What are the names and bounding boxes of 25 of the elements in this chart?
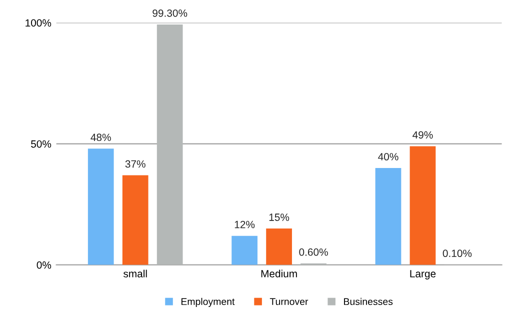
bar — [410, 146, 436, 265]
x-tick-label: Large — [410, 270, 436, 280]
data-label: 37% — [125, 160, 146, 168]
data-label: 48% — [90, 134, 111, 142]
data-label: 0.60% — [299, 248, 328, 256]
data-label: 99.30% — [152, 9, 188, 17]
bar — [232, 236, 258, 265]
data-label: 40% — [378, 153, 398, 160]
legend-label: Businesses — [344, 298, 393, 306]
x-tick-label: Medium — [261, 270, 297, 278]
y-tick-label: 0% — [36, 261, 52, 269]
data-label: 15% — [269, 214, 290, 221]
bar — [156, 24, 183, 265]
legend-label: Turnover — [270, 298, 308, 306]
data-label: 12% — [234, 220, 255, 228]
x-tick-label: small — [123, 270, 147, 278]
bar — [375, 168, 402, 265]
y-tick-label: 100% — [26, 19, 52, 27]
bar — [266, 228, 292, 265]
y-tick-label: 50% — [31, 140, 52, 148]
bar — [88, 148, 114, 265]
bar — [122, 175, 148, 265]
data-label: 49% — [412, 131, 433, 139]
data-label: 0.10% — [442, 250, 472, 258]
legend-label: Employment — [181, 298, 235, 307]
